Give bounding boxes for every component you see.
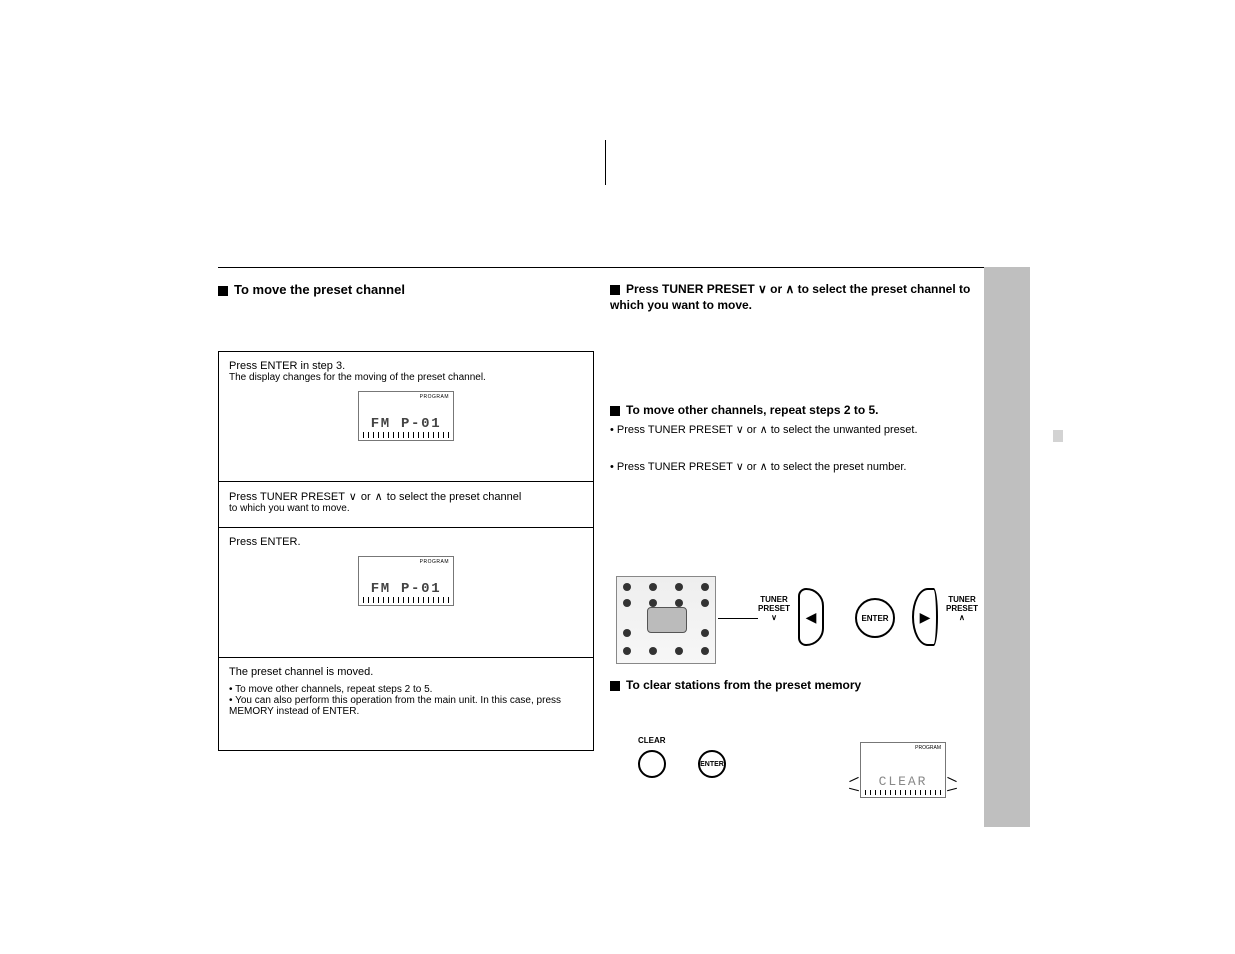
caret-down-icon: ∨ [348,490,358,503]
remote-control-icon [616,576,716,664]
section3-text: To clear stations from the preset memory [626,678,861,692]
blink-mark-icon [849,788,859,792]
lcd-program-label: PROGRAM [420,559,449,565]
page-edge-marker [1053,430,1063,442]
enter-sm-label: ENTER [700,761,724,768]
left-header-text: To move the preset channel [234,282,405,297]
triangle-right-icon: ▶ [920,609,931,626]
row1-subtitle: The display changes for the moving of th… [229,372,583,383]
right-section-2: To move other channels, repeat steps 2 t… [610,403,980,475]
bullet-icon [610,285,620,295]
caret-down-icon: ∨ [769,614,779,623]
section2-body2: • Press TUNER PRESET ∨ or ∧ to select th… [610,460,980,475]
section3-head: To clear stations from the preset memory [610,678,980,694]
row4-title: The preset channel is moved. [229,666,583,678]
section1-head: Press TUNER PRESET ∨ or ∧ to select the … [610,282,980,313]
row2-suf: to select the preset channel [384,491,522,503]
lcd-text: FM P-01 [359,581,453,597]
tr-top: TUNER [948,595,976,604]
preset-down-button[interactable]: ◀ [798,588,824,646]
clear-label: CLEAR [638,736,666,745]
row2-subtitle: to which you want to move. [229,503,583,514]
row2-title: Press TUNER PRESET ∨ or ∧ to select the … [229,490,583,503]
enter-button-small[interactable]: ENTER [698,750,726,778]
section2-head: To move other channels, repeat steps 2 t… [610,403,980,419]
table-row: Press TUNER PRESET ∨ or ∧ to select the … [219,482,593,528]
tuner-preset-group: TUNER PRESET ∨ ◀ ENTER ▶ TUNER PRESET ∧ [758,584,978,664]
table-row: Press ENTER in step 3. The display chang… [219,352,593,482]
caret-up-icon: ∧ [374,490,384,503]
tuner-label-right: TUNER PRESET ∧ [946,596,978,622]
section1-text: Press TUNER PRESET ∨ or ∧ to select the … [610,282,970,312]
row2-mid: or [358,491,374,503]
lcd-panel-clear: PROGRAM CLEAR [860,742,946,798]
lcd-tick-marks [363,597,449,603]
bullet-icon [610,406,620,416]
section2-text: To move other channels, repeat steps 2 t… [626,403,879,417]
lcd-program-label: PROGRAM [420,394,449,400]
row4-body2: • You can also perform this operation fr… [229,695,583,717]
row2-pre: Press TUNER PRESET [229,491,348,503]
tuner-label-left: TUNER PRESET ∨ [758,596,790,622]
blink-mark-icon [947,777,956,782]
column-divider [605,140,606,185]
preset-up-button[interactable]: ▶ [912,588,938,646]
left-section-header: To move the preset channel [218,282,594,297]
enter-button[interactable]: ENTER [855,598,895,638]
tr-bot: PRESET [946,604,978,613]
triangle-left-icon: ◀ [806,609,817,626]
lcd-panel: PROGRAM FM P-01 [358,391,454,441]
caret-up-icon: ∧ [957,614,967,623]
lcd-program-label: PROGRAM [915,745,941,751]
enter-label: ENTER [861,614,888,623]
lcd-text: FM P-01 [359,416,453,432]
table-row: Press ENTER. PROGRAM FM P-01 [219,528,593,658]
row1-title: Press ENTER in step 3. [229,360,583,372]
lcd-clear-text: CLEAR [861,774,945,789]
table-row: The preset channel is moved. • To move o… [219,658,593,750]
lcd-panel: PROGRAM FM P-01 [358,556,454,606]
row4-body1: • To move other channels, repeat steps 2… [229,684,583,695]
blink-mark-icon [947,788,957,792]
bullet-icon [610,681,620,691]
page-edge-tab [984,267,1030,827]
row3-title: Press ENTER. [229,536,583,548]
tl-top: TUNER [760,595,788,604]
right-section-1: Press TUNER PRESET ∨ or ∧ to select the … [610,282,980,313]
bullet-icon [218,286,228,296]
lcd-tick-marks [363,432,449,438]
tl-bot: PRESET [758,604,790,613]
clear-row: CLEAR ENTER PROGRAM CLEAR [616,736,976,806]
leader-line [718,618,758,619]
steps-table: Press ENTER in step 3. The display chang… [218,351,594,751]
horizontal-rule [218,267,986,268]
lcd-tick-marks [865,790,941,795]
section2-body1: • Press TUNER PRESET ∨ or ∧ to select th… [610,423,980,438]
blink-mark-icon [849,777,858,782]
clear-button[interactable] [638,750,666,778]
